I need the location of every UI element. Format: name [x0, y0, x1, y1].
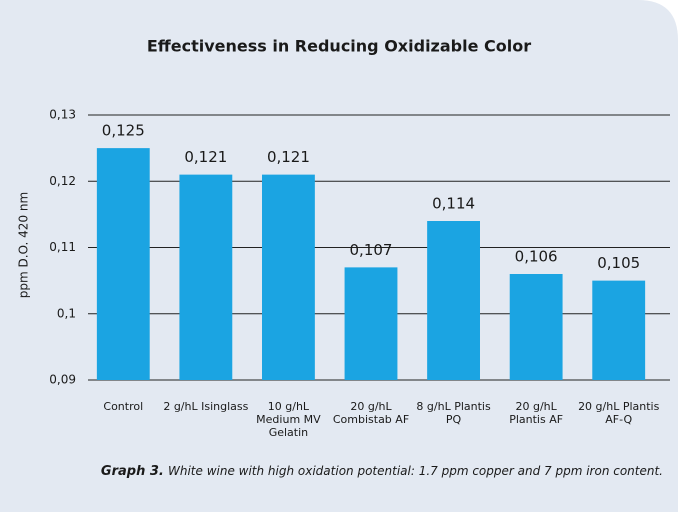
x-tick-label-line: 10 g/hL — [268, 400, 310, 413]
y-tick-label: 0,11 — [49, 240, 76, 254]
x-tick-label-line: Combistab AF — [333, 413, 409, 426]
bar — [509, 274, 563, 380]
x-tick-label-line: 20 g/hL — [350, 400, 392, 413]
x-tick-label: 10 g/hL Medium MV Gelatin — [256, 400, 321, 439]
y-tick-label: 0,13 — [49, 108, 76, 122]
value-label: 0,105 — [597, 254, 640, 272]
x-tick-label-line: Medium MV — [256, 413, 321, 426]
bar — [262, 174, 315, 380]
y-tick-label: 0,1 — [57, 306, 76, 320]
value-label: 0,121 — [184, 148, 227, 166]
bar — [427, 221, 480, 380]
x-tick-label-line: 20 g/hL — [515, 400, 557, 413]
x-tick-label: 20 g/hL Combistab AF — [333, 400, 409, 426]
bar — [592, 280, 646, 380]
x-tick-label-line: Plantis AF — [509, 413, 563, 426]
x-tick-label-line: PQ — [446, 413, 462, 426]
value-label: 0,107 — [350, 241, 393, 259]
caption: Graph 3. White wine with high oxidation … — [101, 464, 663, 479]
x-tick-label: 8 g/hL Plantis PQ — [416, 400, 491, 426]
x-tick-label: 20 g/hL Plantis AF — [509, 400, 563, 426]
x-tick-label-line: 8 g/hL Plantis — [416, 400, 491, 413]
x-tick-label-line: 20 g/hL Plantis — [578, 400, 660, 413]
chart-title: Effectiveness in Reducing Oxidizable Col… — [147, 37, 531, 56]
bar — [179, 174, 233, 380]
bar — [96, 148, 150, 380]
x-tick-label: Control — [103, 400, 143, 413]
x-tick-label-line: Gelatin — [269, 426, 308, 439]
value-label: 0,121 — [267, 148, 310, 166]
bar — [344, 267, 398, 380]
value-label: 0,125 — [102, 122, 145, 140]
value-label: 0,114 — [432, 195, 475, 213]
x-tick-label: 2 g/hL Isinglass — [163, 400, 248, 413]
x-tick-label-line: Control — [103, 400, 143, 413]
x-tick-label: 20 g/hL Plantis AF-Q — [578, 400, 660, 426]
y-axis-label: ppm D.O. 420 nm — [17, 192, 31, 298]
value-label: 0,106 — [515, 248, 558, 266]
caption-text: White wine with high oxidation potential… — [168, 464, 663, 478]
x-tick-label-line: AF-Q — [605, 413, 632, 426]
caption-label: Graph 3. — [101, 464, 164, 479]
y-tick-label: 0,09 — [49, 373, 76, 387]
y-tick-label: 0,12 — [49, 174, 76, 188]
x-tick-label-line: 2 g/hL Isinglass — [163, 400, 248, 413]
